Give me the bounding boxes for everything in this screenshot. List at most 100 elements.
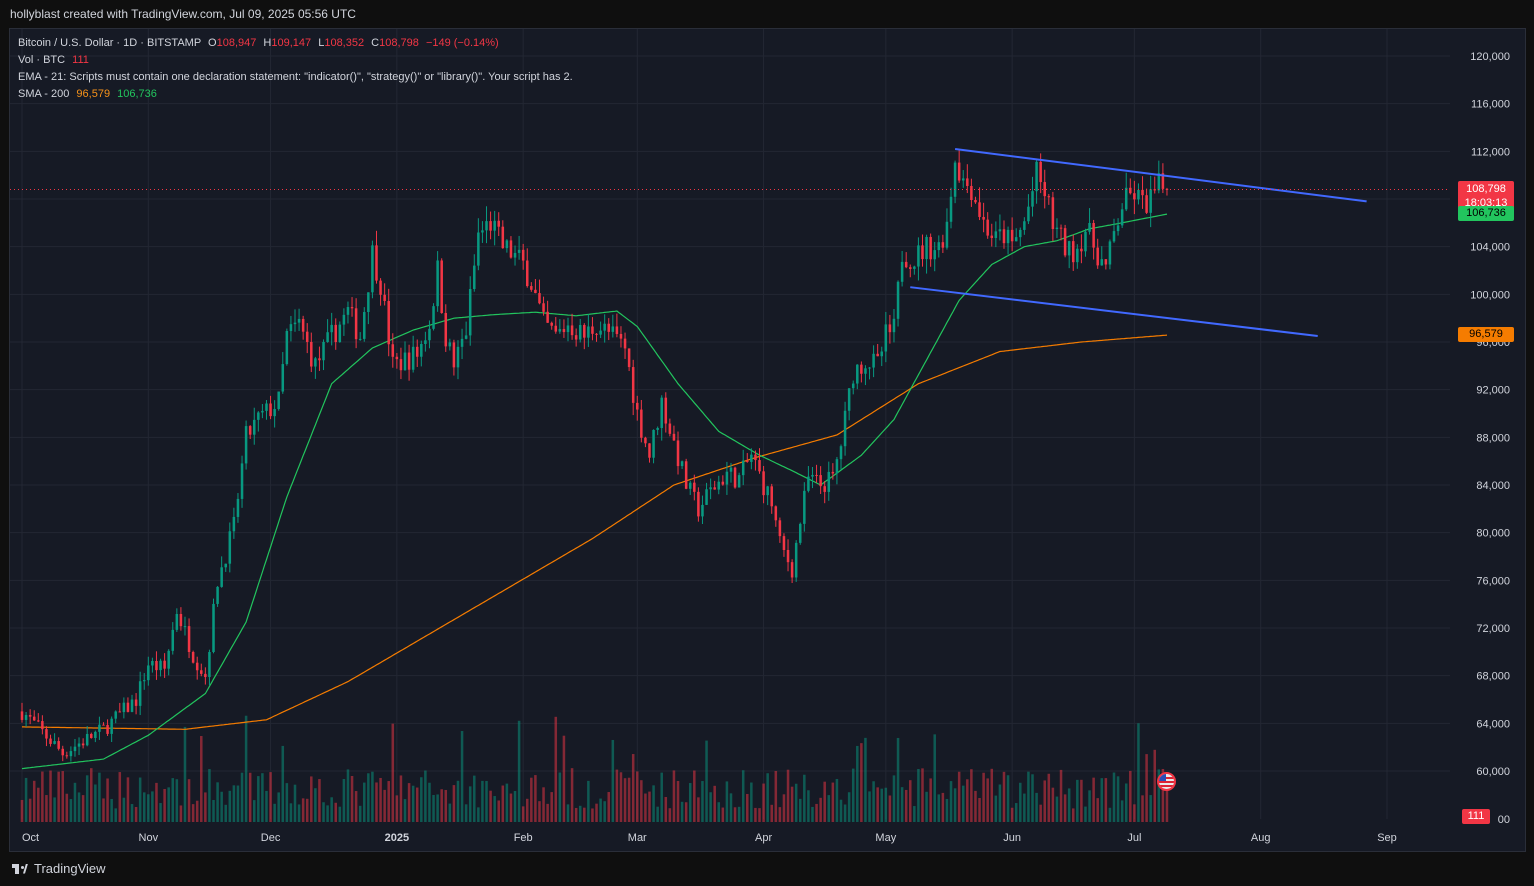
candle-body: [45, 729, 48, 739]
candle-body: [1014, 237, 1018, 242]
time-axis-label: Jun: [1003, 832, 1021, 844]
candle-body: [428, 328, 431, 341]
volume-bar: [142, 792, 146, 822]
candle-body: [265, 403, 268, 411]
volume-bar: [966, 779, 969, 822]
volume-bar: [1104, 778, 1108, 822]
volume-bar: [497, 800, 500, 822]
candle-body: [367, 292, 370, 313]
trend-line-lower[interactable]: [910, 286, 1318, 338]
price-axis[interactable]: 60,000 64,000 68,000 72,000 76,000 80,000 84,0…: [1470, 51, 1510, 826]
price-chart[interactable]: 60,000 64,000 68,000 72,000 76,000 80,000 84,0…: [10, 29, 1526, 852]
volume-bar: [648, 791, 651, 822]
candle-body: [542, 303, 545, 312]
candle-body: [1076, 248, 1079, 263]
volume-bar: [163, 788, 166, 822]
volume-value: 111: [72, 54, 89, 66]
candle-body: [53, 741, 56, 744]
candle-body: [746, 460, 749, 462]
volume-bar: [452, 785, 456, 822]
candle-body: [204, 673, 207, 678]
time-axis[interactable]: Oct Nov Dec 2025 Feb Mar Apr May Jun Jul Aug Sep: [22, 832, 1397, 844]
volume-bar: [627, 777, 631, 822]
candle-body: [652, 429, 655, 458]
volume-bar: [342, 779, 346, 822]
volume-bar: [261, 773, 264, 822]
candle-body: [517, 249, 521, 253]
candle-body: [921, 245, 924, 260]
candle-body: [957, 162, 961, 181]
trend-line-upper[interactable]: [954, 147, 1367, 203]
volume-bar: [562, 735, 566, 822]
candle-body: [847, 388, 851, 411]
candle-body: [851, 383, 855, 389]
candle-body: [326, 332, 329, 342]
time-axis-label: Aug: [1251, 832, 1271, 844]
candle-body: [383, 294, 386, 301]
created-by-text: hollyblast created with TradingView.com,…: [10, 7, 356, 21]
trend-lines[interactable]: [910, 147, 1367, 338]
candle-body: [546, 311, 549, 323]
volume-bar: [693, 770, 696, 822]
volume-bar: [1124, 783, 1128, 822]
volume-bar: [994, 795, 998, 822]
volume-bar: [428, 782, 431, 822]
volume-bar: [660, 772, 663, 822]
symbol-title[interactable]: Bitcoin / U.S. Dollar · 1D · BITSTAMP: [18, 37, 201, 49]
volume-bar: [98, 772, 101, 822]
price-axis-label-bottom: 00: [1498, 814, 1510, 826]
candle-body: [118, 711, 122, 713]
volume-bar: [587, 780, 590, 822]
us-flag-event-icon[interactable]: [1157, 772, 1176, 791]
candle-body: [424, 340, 427, 344]
candle-body: [803, 490, 806, 524]
volume-bar: [611, 739, 615, 822]
sma-legend-row: SMA - 200 96,579 106,736: [18, 86, 573, 103]
candle-body: [758, 460, 761, 472]
volume-bar: [803, 774, 806, 822]
candle-body: [468, 288, 472, 336]
volume-bar: [945, 798, 949, 822]
candle-body: [346, 307, 350, 315]
candle-body: [558, 329, 562, 332]
volume-label[interactable]: Vol · BTC: [18, 54, 66, 66]
price-axis-label: 76,000: [1476, 575, 1510, 587]
candle-body: [505, 240, 509, 249]
ema-value: 106,736: [117, 88, 157, 100]
top-bar: hollyblast created with TradingView.com,…: [0, 0, 1534, 28]
sma-label[interactable]: SMA - 200: [18, 88, 70, 100]
candle-body: [314, 358, 317, 367]
volume-bar: [913, 806, 916, 822]
volume-bar: [982, 772, 985, 822]
tradingview-logo-icon: [12, 863, 28, 874]
candle-body: [534, 289, 537, 294]
volume-bar: [32, 780, 36, 822]
candle-body: [941, 242, 945, 248]
tradingview-logo[interactable]: TradingView: [12, 861, 106, 876]
volume-bar: [896, 737, 900, 822]
time-axis-label: Oct: [22, 832, 39, 844]
volume-bar: [330, 797, 333, 822]
candle-body: [363, 312, 366, 339]
candle-body: [415, 346, 419, 357]
volume-bar: [570, 768, 574, 822]
candle-body: [130, 699, 134, 712]
candle-body: [831, 471, 835, 474]
candle-body: [1133, 193, 1136, 200]
candle-body: [1006, 229, 1010, 244]
candle-body: [73, 746, 77, 752]
candle-body: [640, 409, 643, 438]
volume-bar: [782, 794, 786, 822]
volume-bar: [774, 770, 778, 822]
volume-bar: [1157, 769, 1161, 822]
volume-bar: [603, 801, 606, 822]
candle-body: [913, 266, 916, 269]
volume-bar: [1002, 771, 1006, 822]
tradingview-brand: TradingView: [34, 861, 106, 876]
candle-body: [778, 520, 782, 537]
candle-body: [982, 216, 985, 220]
volume-bar: [489, 790, 492, 822]
ema-error-text[interactable]: EMA - 21: Scripts must contain one decla…: [18, 71, 573, 83]
volume-bar: [705, 740, 708, 822]
chart-panel[interactable]: 60,000 64,000 68,000 72,000 76,000 80,000 84,0…: [9, 28, 1526, 852]
